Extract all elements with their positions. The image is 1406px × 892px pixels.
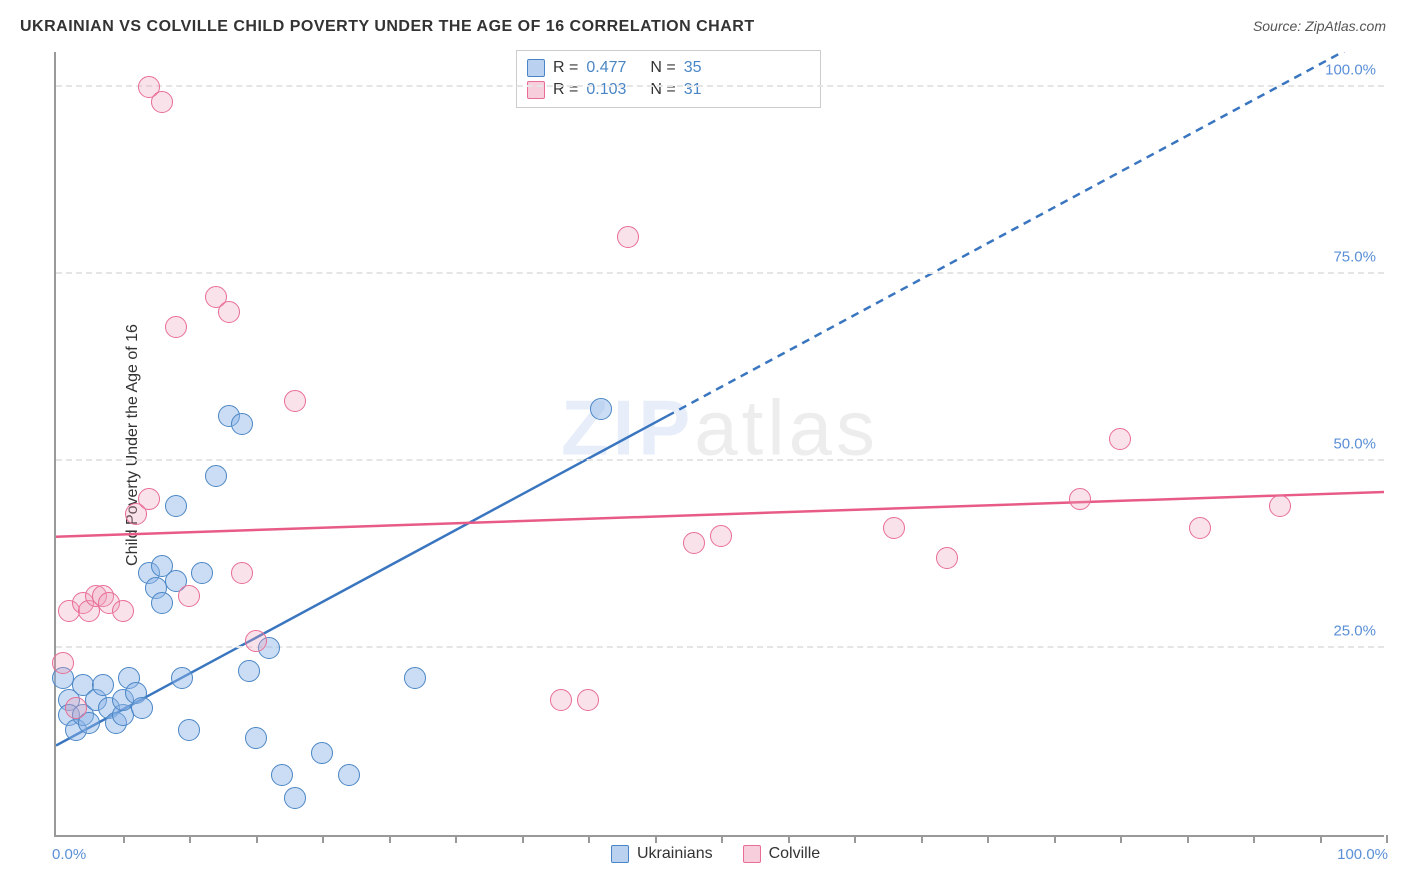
x-tick bbox=[389, 835, 391, 843]
x-tick bbox=[1253, 835, 1255, 843]
data-point bbox=[883, 517, 905, 539]
x-tick bbox=[1120, 835, 1122, 843]
data-point bbox=[577, 689, 599, 711]
data-point bbox=[1189, 517, 1211, 539]
data-point bbox=[245, 630, 267, 652]
data-point bbox=[936, 547, 958, 569]
data-point bbox=[245, 727, 267, 749]
y-tick-label: 100.0% bbox=[1325, 62, 1376, 79]
correlation-legend: R = 0.477N = 35R = 0.103N = 31 bbox=[516, 50, 821, 108]
y-tick-label: 50.0% bbox=[1333, 436, 1376, 453]
data-point bbox=[1269, 495, 1291, 517]
data-point bbox=[710, 525, 732, 547]
x-tick bbox=[854, 835, 856, 843]
data-point bbox=[238, 660, 260, 682]
source-label: Source: ZipAtlas.com bbox=[1253, 18, 1386, 34]
data-point bbox=[171, 667, 193, 689]
data-point bbox=[590, 398, 612, 420]
gridline bbox=[56, 459, 1384, 461]
scatter-plot: ZIPatlas R = 0.477N = 35R = 0.103N = 31 … bbox=[54, 52, 1384, 837]
y-tick-label: 25.0% bbox=[1333, 623, 1376, 640]
legend-row: R = 0.103N = 31 bbox=[527, 79, 810, 101]
data-point bbox=[617, 226, 639, 248]
x-tick bbox=[522, 835, 524, 843]
data-point bbox=[52, 652, 74, 674]
x-tick bbox=[1320, 835, 1322, 843]
data-point bbox=[231, 562, 253, 584]
data-point bbox=[231, 413, 253, 435]
data-point bbox=[205, 465, 227, 487]
data-point bbox=[65, 697, 87, 719]
data-point bbox=[191, 562, 213, 584]
series-legend: Ukrainians Colville bbox=[611, 845, 820, 863]
data-point bbox=[311, 742, 333, 764]
x-tick bbox=[987, 835, 989, 843]
x-tick bbox=[588, 835, 590, 843]
x-tick bbox=[655, 835, 657, 843]
data-point bbox=[131, 697, 153, 719]
data-point bbox=[284, 390, 306, 412]
gridline bbox=[56, 85, 1384, 87]
legend-row: R = 0.477N = 35 bbox=[527, 57, 810, 79]
x-tick bbox=[322, 835, 324, 843]
data-point bbox=[138, 488, 160, 510]
x-tick bbox=[788, 835, 790, 843]
data-point bbox=[550, 689, 572, 711]
data-point bbox=[178, 585, 200, 607]
legend-item: Ukrainians bbox=[611, 845, 713, 863]
chart-title: UKRAINIAN VS COLVILLE CHILD POVERTY UNDE… bbox=[20, 18, 755, 36]
data-point bbox=[404, 667, 426, 689]
x-tick bbox=[256, 835, 258, 843]
y-tick-label: 75.0% bbox=[1333, 249, 1376, 266]
x-tick bbox=[455, 835, 457, 843]
data-point bbox=[112, 600, 134, 622]
data-point bbox=[151, 91, 173, 113]
x-axis-min-label: 0.0% bbox=[52, 846, 86, 863]
data-point bbox=[218, 301, 240, 323]
data-point bbox=[165, 316, 187, 338]
x-tick bbox=[921, 835, 923, 843]
x-tick bbox=[123, 835, 125, 843]
x-tick bbox=[1187, 835, 1189, 843]
trend-lines bbox=[56, 52, 1384, 835]
data-point bbox=[284, 787, 306, 809]
data-point bbox=[1069, 488, 1091, 510]
data-point bbox=[178, 719, 200, 741]
x-tick bbox=[189, 835, 191, 843]
legend-item: Colville bbox=[743, 845, 821, 863]
x-tick bbox=[721, 835, 723, 843]
x-tick bbox=[1386, 835, 1388, 843]
data-point bbox=[271, 764, 293, 786]
data-point bbox=[151, 592, 173, 614]
data-point bbox=[338, 764, 360, 786]
data-point bbox=[92, 674, 114, 696]
data-point bbox=[1109, 428, 1131, 450]
data-point bbox=[683, 532, 705, 554]
x-tick bbox=[1054, 835, 1056, 843]
x-axis-max-label: 100.0% bbox=[1337, 846, 1388, 863]
data-point bbox=[165, 495, 187, 517]
gridline bbox=[56, 272, 1384, 274]
